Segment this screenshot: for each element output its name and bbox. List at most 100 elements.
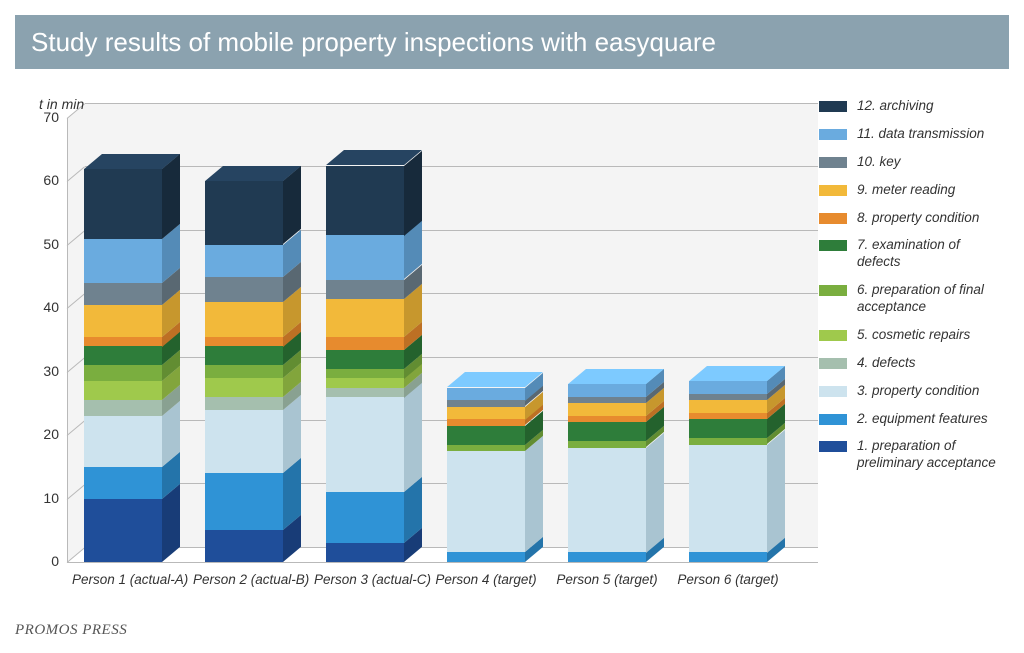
bar-segment bbox=[689, 394, 767, 400]
gridline bbox=[85, 166, 818, 167]
legend-label: 7. examination of defects bbox=[857, 237, 1004, 271]
bar-segment bbox=[84, 305, 162, 337]
bar-segment bbox=[568, 441, 646, 447]
legend-item: 8. property condition bbox=[819, 210, 1004, 227]
gridline bbox=[85, 357, 818, 358]
bar-segment bbox=[205, 245, 283, 277]
legend-swatch bbox=[819, 441, 847, 452]
legend-label: 1. preparation of preliminary acceptance bbox=[857, 438, 1004, 472]
bar-segment bbox=[326, 369, 404, 379]
bar-segment bbox=[205, 181, 283, 244]
bar-segment bbox=[689, 552, 767, 562]
bar-segment bbox=[568, 422, 646, 441]
legend-label: 8. property condition bbox=[857, 210, 979, 227]
bar-segment bbox=[326, 492, 404, 543]
legend-swatch bbox=[819, 213, 847, 224]
bar-segment bbox=[84, 346, 162, 365]
legend-swatch bbox=[819, 285, 847, 296]
legend-label: 9. meter reading bbox=[857, 182, 955, 199]
bar-segment bbox=[84, 381, 162, 400]
category-label: Person 5 (target) bbox=[556, 572, 658, 587]
legend-swatch bbox=[819, 240, 847, 251]
legend-label: 3. property condition bbox=[857, 383, 979, 400]
legend-swatch bbox=[819, 386, 847, 397]
bar-segment bbox=[689, 419, 767, 438]
y-tick-label: 10 bbox=[29, 490, 59, 506]
bar-segment bbox=[447, 445, 525, 451]
y-tick-label: 0 bbox=[29, 553, 59, 569]
bar-segment bbox=[447, 400, 525, 406]
bar-segment bbox=[205, 346, 283, 365]
bar-segment bbox=[326, 337, 404, 350]
legend-item: 11. data transmission bbox=[819, 126, 1004, 143]
category-label: Person 4 (target) bbox=[435, 572, 537, 587]
legend-label: 6. preparation of final acceptance bbox=[857, 282, 1004, 316]
category-label: Person 3 (actual-C) bbox=[314, 572, 416, 587]
y-tick-label: 60 bbox=[29, 172, 59, 188]
legend-item: 5. cosmetic repairs bbox=[819, 327, 1004, 344]
legend-item: 4. defects bbox=[819, 355, 1004, 372]
bar-segment bbox=[447, 407, 525, 420]
bar-segment bbox=[689, 400, 767, 413]
legend-label: 5. cosmetic repairs bbox=[857, 327, 970, 344]
gridline bbox=[85, 293, 818, 294]
bar-segment bbox=[689, 438, 767, 444]
bar-segment bbox=[689, 381, 767, 394]
bar-segment bbox=[568, 448, 646, 553]
bar-segment bbox=[205, 530, 283, 562]
legend-swatch bbox=[819, 101, 847, 112]
gridline bbox=[85, 103, 818, 104]
bar-segment bbox=[326, 299, 404, 337]
bar-segment bbox=[326, 543, 404, 562]
bar-segment bbox=[205, 397, 283, 410]
legend-label: 4. defects bbox=[857, 355, 916, 372]
bar-segment bbox=[568, 403, 646, 416]
legend-label: 11. data transmission bbox=[857, 126, 984, 143]
bar-segment bbox=[84, 283, 162, 305]
legend-label: 2. equipment features bbox=[857, 411, 988, 428]
x-axis-line bbox=[67, 562, 818, 563]
bar-segment bbox=[568, 397, 646, 403]
y-tick-label: 20 bbox=[29, 426, 59, 442]
bar-segment bbox=[447, 451, 525, 552]
legend-item: 6. preparation of final acceptance bbox=[819, 282, 1004, 316]
bar-segment bbox=[205, 365, 283, 378]
bar-segment bbox=[205, 302, 283, 337]
legend-item: 2. equipment features bbox=[819, 411, 1004, 428]
legend-swatch bbox=[819, 157, 847, 168]
bar-segment bbox=[689, 445, 767, 553]
legend-label: 12. archiving bbox=[857, 98, 934, 115]
bar-segment bbox=[84, 239, 162, 283]
legend-swatch bbox=[819, 330, 847, 341]
bar-segment bbox=[205, 337, 283, 347]
legend-swatch bbox=[819, 358, 847, 369]
bar-segment bbox=[84, 400, 162, 416]
legend-item: 12. archiving bbox=[819, 98, 1004, 115]
legend-label: 10. key bbox=[857, 154, 901, 171]
legend-item: 3. property condition bbox=[819, 383, 1004, 400]
legend-swatch bbox=[819, 414, 847, 425]
bar-segment bbox=[326, 166, 404, 236]
bar-segment bbox=[205, 410, 283, 473]
bar-segment bbox=[326, 235, 404, 279]
y-axis-line bbox=[67, 118, 68, 562]
legend-swatch bbox=[819, 185, 847, 196]
legend-item: 7. examination of defects bbox=[819, 237, 1004, 271]
bar-segment bbox=[205, 378, 283, 397]
bar-segment bbox=[568, 416, 646, 422]
y-tick-label: 50 bbox=[29, 236, 59, 252]
y-tick-label: 30 bbox=[29, 363, 59, 379]
legend-item: 1. preparation of preliminary acceptance bbox=[819, 438, 1004, 472]
bar-segment bbox=[84, 169, 162, 239]
y-tick-label: 40 bbox=[29, 299, 59, 315]
bar-segment bbox=[205, 277, 283, 302]
bar-segment bbox=[447, 419, 525, 425]
bar-segment bbox=[326, 397, 404, 492]
bar-segment bbox=[326, 378, 404, 388]
bar-segment bbox=[447, 388, 525, 401]
category-label: Person 2 (actual-B) bbox=[193, 572, 295, 587]
bar-segment bbox=[205, 473, 283, 530]
footer-brand: PROMOS PRESS bbox=[15, 622, 127, 639]
bar-segment bbox=[568, 384, 646, 397]
bar-segment bbox=[568, 552, 646, 562]
